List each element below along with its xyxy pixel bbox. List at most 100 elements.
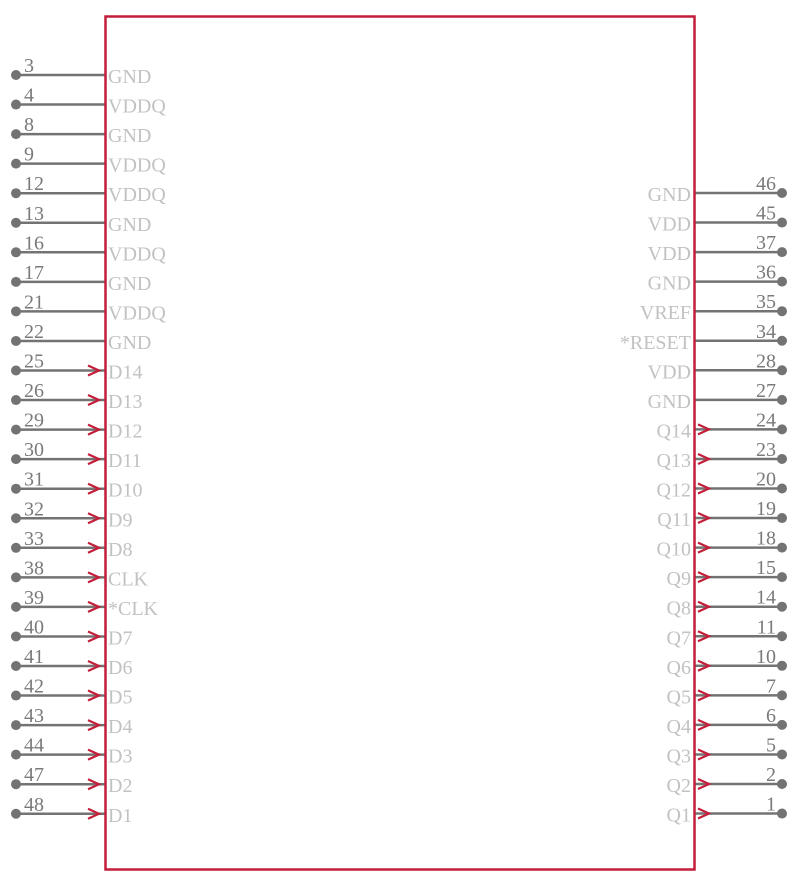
pin-label: Q3 xyxy=(667,745,691,767)
pin-number: 32 xyxy=(24,498,44,520)
pin-label: VDDQ xyxy=(108,155,166,177)
pin-number: 31 xyxy=(24,469,44,491)
pin-endpoint-dot xyxy=(11,129,21,140)
pin-endpoint-dot xyxy=(11,306,21,317)
pin-number: 41 xyxy=(24,646,44,668)
pin-label: Q14 xyxy=(657,420,691,442)
pin-label: *CLK xyxy=(108,598,159,620)
pin-endpoint-dot xyxy=(11,70,21,80)
pin-direction-arrow-icon xyxy=(697,748,712,761)
pin-label: D7 xyxy=(108,627,132,649)
pin-endpoint-dot xyxy=(777,276,787,287)
pin-label: VDDQ xyxy=(108,243,166,265)
pin-label: GND xyxy=(108,214,151,236)
pin-label: Q9 xyxy=(667,568,691,590)
pin-endpoint-dot xyxy=(777,424,787,435)
pin-number: 3 xyxy=(24,55,34,77)
pin-number: 15 xyxy=(756,557,776,579)
pin-number: 29 xyxy=(24,410,44,432)
pin-number: 44 xyxy=(24,735,44,757)
pin-direction-arrow-icon xyxy=(697,777,712,791)
component-body xyxy=(104,15,696,871)
pin-number: 23 xyxy=(756,439,776,461)
pin-label: GND xyxy=(648,273,691,295)
pin-label: D5 xyxy=(108,687,132,709)
pin-endpoint-dot xyxy=(11,631,21,642)
pin-direction-arrow-icon xyxy=(87,423,102,436)
pin-endpoint-dot xyxy=(777,601,787,612)
pin-endpoint-dot xyxy=(11,720,21,731)
pin-number: 35 xyxy=(756,291,776,313)
pin-label: Q6 xyxy=(667,657,691,679)
pin-number: 34 xyxy=(756,321,776,343)
pin-label: Q5 xyxy=(667,686,691,708)
pin-number: 10 xyxy=(756,646,776,668)
pin-number: 24 xyxy=(756,409,776,431)
pin-endpoint-dot xyxy=(11,513,21,524)
pin-label: VDD xyxy=(648,361,691,383)
pin-endpoint-dot xyxy=(777,542,787,553)
pin-number: 1 xyxy=(766,794,776,816)
pin-direction-arrow-icon xyxy=(87,541,102,554)
pin-number: 45 xyxy=(756,203,776,225)
pin-endpoint-dot xyxy=(11,188,21,199)
pin-direction-arrow-icon xyxy=(87,482,102,495)
pin-endpoint-dot xyxy=(11,365,21,376)
pin-direction-arrow-icon xyxy=(697,659,712,672)
pin-number: 5 xyxy=(766,734,776,756)
pin-endpoint-dot xyxy=(11,335,21,346)
pin-label: CLK xyxy=(108,568,149,590)
pin-label: GND xyxy=(108,332,151,354)
pin-number: 39 xyxy=(24,587,44,609)
pin-endpoint-dot xyxy=(11,395,21,406)
pin-endpoint-dot xyxy=(11,572,21,583)
pin-label: Q10 xyxy=(657,539,691,561)
pin-endpoint-dot xyxy=(777,365,787,376)
pin-number: 26 xyxy=(24,380,44,402)
pin-direction-arrow-icon xyxy=(87,600,102,613)
pin-endpoint-dot xyxy=(11,424,21,435)
pin-endpoint-dot xyxy=(11,276,21,287)
pin-endpoint-dot xyxy=(11,690,21,701)
pin-direction-arrow-icon xyxy=(697,630,712,643)
pin-endpoint-dot xyxy=(11,661,21,671)
pin-label: D12 xyxy=(108,421,142,443)
pin-label: D2 xyxy=(108,775,132,797)
pin-number: 43 xyxy=(24,705,44,727)
pin-number: 46 xyxy=(756,173,776,195)
pin-endpoint-dot xyxy=(777,631,787,642)
pin-endpoint-dot xyxy=(777,779,787,789)
pin-number: 13 xyxy=(24,203,44,225)
pin-number: 33 xyxy=(24,528,44,550)
pin-number: 2 xyxy=(766,764,776,786)
pin-label: GND xyxy=(108,66,151,88)
pin-endpoint-dot xyxy=(11,158,21,169)
pin-label: D13 xyxy=(108,391,142,413)
pin-label: D4 xyxy=(108,716,132,738)
pin-endpoint-dot xyxy=(777,306,787,317)
pin-label: Q7 xyxy=(667,627,691,649)
pin-number: 18 xyxy=(756,528,776,550)
pin-direction-arrow-icon xyxy=(87,807,102,820)
pin-label: GND xyxy=(108,125,151,147)
pin-direction-arrow-icon xyxy=(87,748,102,761)
pin-label: VDDQ xyxy=(108,96,166,118)
pin-endpoint-dot xyxy=(777,572,787,583)
pin-label: GND xyxy=(648,184,691,206)
pin-label: D8 xyxy=(108,539,132,561)
pin-direction-arrow-icon xyxy=(87,571,102,584)
pin-label: GND xyxy=(108,273,151,295)
pin-endpoint-dot xyxy=(11,542,21,553)
pin-endpoint-dot xyxy=(11,601,21,612)
pin-label: VDD xyxy=(648,214,691,236)
pin-number: 8 xyxy=(24,114,34,136)
pin-endpoint-dot xyxy=(777,719,787,730)
pin-label: VDD xyxy=(648,243,691,265)
pin-number: 11 xyxy=(757,616,776,638)
pin-endpoint-dot xyxy=(777,394,787,405)
pin-number: 47 xyxy=(24,764,44,786)
pin-number: 25 xyxy=(24,351,44,373)
pin-endpoint-dot xyxy=(11,483,21,494)
